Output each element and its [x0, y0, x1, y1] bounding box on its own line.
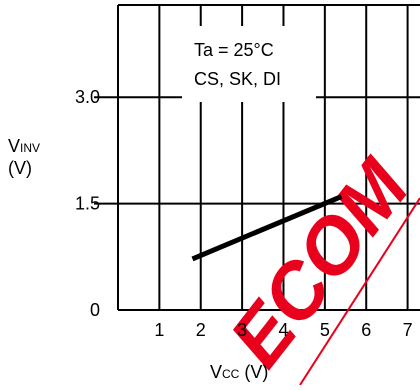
y-axis-label-main: V	[8, 136, 20, 156]
x-axis-label: VCC (V)	[210, 362, 268, 382]
x-tick-label-3: 3	[237, 320, 247, 340]
tick-layer: 1 2 3 4 5 6 7 0 1.5 3.0	[75, 87, 413, 340]
annotation-box	[182, 26, 316, 102]
x-axis-label-main: V	[210, 362, 222, 382]
y-axis-label: VINV	[8, 136, 40, 156]
annotation-line-2: CS, SK, DI	[194, 69, 281, 89]
y-tick-label-3.0: 3.0	[75, 87, 100, 107]
watermark-layer: ECOM	[212, 142, 420, 386]
y-axis-unit: (V)	[8, 158, 32, 178]
series-line-0	[191, 194, 343, 262]
x-tick-label-1: 1	[154, 320, 164, 340]
annotation-line-1: Ta = 25°C	[194, 40, 274, 60]
y-tick-label-1.5: 1.5	[75, 194, 100, 214]
x-tick-label-5: 5	[320, 320, 330, 340]
y-tick-label-0: 0	[90, 300, 100, 320]
x-tick-label-4: 4	[278, 320, 288, 340]
x-tick-label-2: 2	[196, 320, 206, 340]
watermark-text: ECOM	[212, 142, 420, 382]
x-axis-label-sub: CC	[222, 367, 240, 381]
x-tick-label-6: 6	[361, 320, 371, 340]
x-tick-label-7: 7	[403, 320, 413, 340]
watermark-stroke	[299, 197, 420, 386]
y-axis-label-sub: INV	[20, 141, 40, 155]
x-axis-label-unit: (V)	[239, 362, 268, 382]
series-layer	[191, 194, 343, 262]
